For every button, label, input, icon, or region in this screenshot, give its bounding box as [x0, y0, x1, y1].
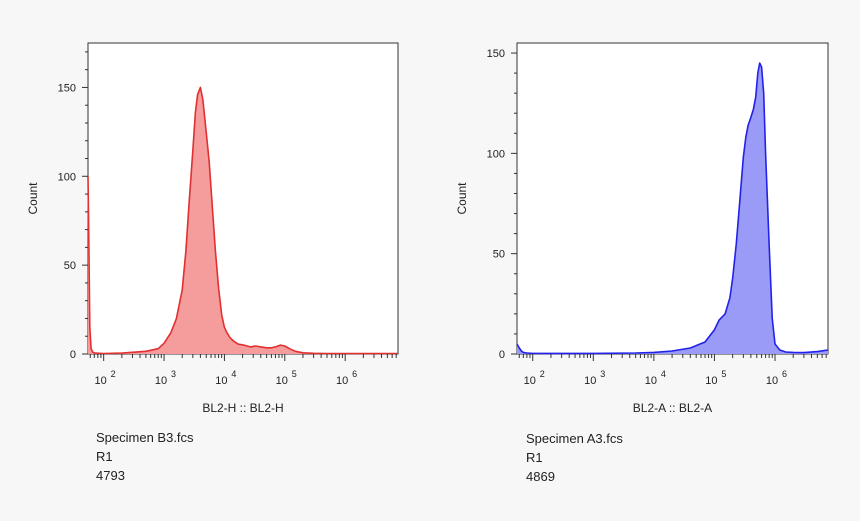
plot-frame	[516, 42, 829, 355]
x-tick-label: 10	[155, 375, 167, 387]
y-tick-label: 100	[58, 171, 76, 183]
x-tick-exponent: 5	[721, 369, 726, 379]
x-tick-label: 10	[766, 375, 778, 387]
y-tick-label: 150	[487, 48, 505, 60]
x-tick-exponent: 3	[171, 369, 176, 379]
x-axis-title: BL2-H :: BL2-H	[202, 401, 283, 415]
x-tick-label: 10	[336, 375, 348, 387]
x-tick-exponent: 4	[231, 369, 236, 379]
x-tick-label: 10	[645, 375, 657, 387]
file-name: Specimen A3.fcs	[526, 431, 623, 446]
x-tick-exponent: 2	[540, 369, 545, 379]
histogram-line	[87, 86, 398, 355]
plot-caption-left: Specimen B3.fcs R1 4793	[96, 428, 194, 485]
x-tick-label: 10	[215, 375, 227, 387]
y-tick-label: 50	[493, 249, 505, 261]
x-tick-label: 10	[705, 375, 717, 387]
x-tick-exponent: 6	[782, 369, 787, 379]
x-tick-exponent: 6	[352, 369, 357, 379]
x-tick-label: 10	[584, 375, 596, 387]
y-tick-label: 0	[499, 349, 505, 361]
x-axis-title: BL2-A :: BL2-A	[633, 401, 712, 415]
y-tick-label: 50	[64, 260, 76, 272]
plot-caption-right: Specimen A3.fcs R1 4869	[526, 429, 623, 486]
y-axis-title: Count	[455, 182, 469, 215]
event-count: 4793	[96, 468, 125, 483]
y-tick-label: 0	[70, 349, 76, 361]
y-tick-label: 150	[58, 82, 76, 94]
plot-frame	[87, 42, 399, 355]
x-tick-exponent: 2	[111, 369, 116, 379]
x-tick-exponent: 3	[600, 369, 605, 379]
file-name: Specimen B3.fcs	[96, 430, 194, 445]
gate-name: R1	[526, 450, 543, 465]
histogram-line	[516, 62, 829, 355]
y-tick-label: 100	[487, 148, 505, 160]
x-tick-exponent: 4	[661, 369, 666, 379]
event-count: 4869	[526, 469, 555, 484]
y-axis-title: Count	[26, 182, 40, 215]
x-tick-exponent: 5	[292, 369, 297, 379]
histogram-fill	[517, 63, 828, 354]
x-tick-label: 10	[524, 375, 536, 387]
x-tick-label: 10	[95, 375, 107, 387]
x-tick-label: 10	[276, 375, 288, 387]
gate-name: R1	[96, 449, 113, 464]
